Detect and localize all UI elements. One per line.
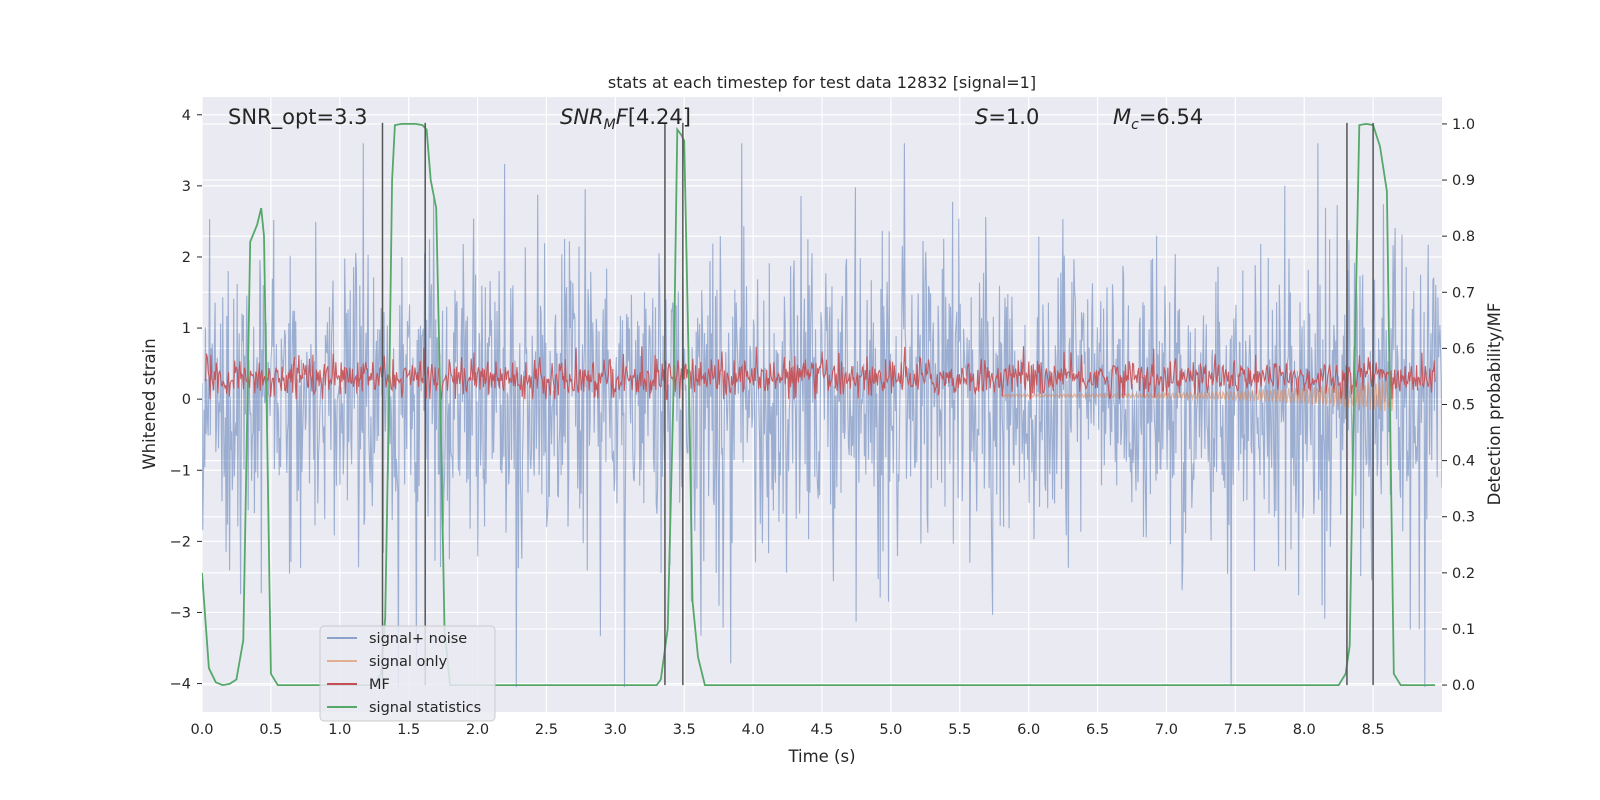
x-tick-label: 1.0 bbox=[328, 722, 351, 738]
y-right-tick-label: 0.9 bbox=[1452, 173, 1475, 189]
legend-label-mf: MF bbox=[369, 677, 390, 693]
annotation-mc-value: =6.54 bbox=[1139, 105, 1203, 129]
y-left-tick-label: 0 bbox=[182, 392, 191, 408]
legend-label-signal-statistics: signal statistics bbox=[369, 700, 481, 716]
detection-window-lines bbox=[381, 122, 1374, 686]
x-tick-label: 5.5 bbox=[948, 722, 971, 738]
y-right-tick-label: 0.7 bbox=[1452, 285, 1475, 301]
y-left-tick-label: −3 bbox=[170, 605, 191, 621]
chart-title: stats at each timestep for test data 128… bbox=[608, 73, 1036, 92]
legend-label-signal-only: signal only bbox=[369, 654, 448, 670]
y-left-axis-label: Whitened strain bbox=[140, 338, 159, 469]
x-tick-label: 2.5 bbox=[535, 722, 558, 738]
y-left-tick-label: 2 bbox=[182, 250, 191, 266]
x-tick-label: 4.5 bbox=[810, 722, 833, 738]
x-tick-labels: 0.0 0.5 1.0 1.5 2.0 2.5 3.0 3.5 4.0 4.5 5.0 5.5 6.0 6… bbox=[190, 722, 1384, 738]
x-tick-label: 0.0 bbox=[190, 722, 213, 738]
annotation-s: S=1.0 bbox=[975, 105, 1039, 129]
x-tick-label: 3.5 bbox=[673, 722, 696, 738]
y-right-tick-label: 0.4 bbox=[1452, 454, 1475, 470]
y-left-tick-label: −1 bbox=[170, 463, 191, 479]
series-mf bbox=[204, 346, 1436, 400]
x-tick-label: 0.5 bbox=[259, 722, 282, 738]
y-right-tick-labels: 1.0 0.9 0.8 0.7 0.6 0.5 0.4 0.3 0.2 0.1 0.0 bbox=[1442, 117, 1475, 694]
y-left-tick-label: 1 bbox=[182, 321, 191, 337]
x-axis-label: Time (s) bbox=[787, 747, 855, 766]
x-tick-label: 7.5 bbox=[1224, 722, 1247, 738]
y-right-tick-label: 1.0 bbox=[1452, 117, 1475, 133]
annotation-mc: Mc=6.54 bbox=[1113, 105, 1203, 133]
y-right-axis-label: Detection probability/MF bbox=[1485, 303, 1504, 506]
annotation-snr-mf-value: [4.24] bbox=[628, 105, 691, 129]
y-left-tick-label: 4 bbox=[182, 108, 191, 124]
y-right-tick-label: 0.3 bbox=[1452, 510, 1475, 526]
y-right-tick-label: 0.1 bbox=[1452, 622, 1475, 638]
annotation-snr-mf: SNRMF[4.24] bbox=[560, 105, 691, 133]
x-tick-label: 6.0 bbox=[1017, 722, 1040, 738]
x-tick-label: 1.5 bbox=[397, 722, 420, 738]
y-right-tick-label: 0.6 bbox=[1452, 341, 1475, 357]
x-tick-label: 6.5 bbox=[1086, 722, 1109, 738]
y-left-tick-label: −4 bbox=[170, 677, 191, 693]
x-tick-label: 8.5 bbox=[1362, 722, 1385, 738]
x-tick-label: 4.0 bbox=[742, 722, 765, 738]
y-right-tick-label: 0.5 bbox=[1452, 398, 1475, 414]
y-right-tick-label: 0.2 bbox=[1452, 566, 1475, 582]
legend-box bbox=[319, 625, 496, 722]
y-left-tick-labels: 4 3 2 1 0 −1 −2 −3 −4 bbox=[170, 108, 202, 693]
y-left-tick-label: −2 bbox=[170, 534, 191, 550]
legend-label-signal-noise: signal+ noise bbox=[369, 631, 467, 647]
annotation-snr-opt: SNR_opt=3.3 bbox=[228, 105, 368, 130]
y-right-tick-label: 0.8 bbox=[1452, 229, 1475, 245]
x-tick-label: 3.0 bbox=[604, 722, 627, 738]
y-right-tick-label: 0.0 bbox=[1452, 678, 1475, 694]
legend: signal+ noise signal only MF signal stat… bbox=[319, 625, 496, 722]
series-signal-only bbox=[1000, 378, 1395, 412]
x-tick-label: 8.0 bbox=[1293, 722, 1316, 738]
series-signal-noise bbox=[202, 143, 1442, 688]
y-left-tick-label: 3 bbox=[182, 179, 191, 195]
x-tick-label: 5.0 bbox=[879, 722, 902, 738]
x-tick-label: 2.0 bbox=[466, 722, 489, 738]
annotation-s-value: =1.0 bbox=[988, 105, 1039, 129]
x-tick-label: 7.0 bbox=[1155, 722, 1178, 738]
